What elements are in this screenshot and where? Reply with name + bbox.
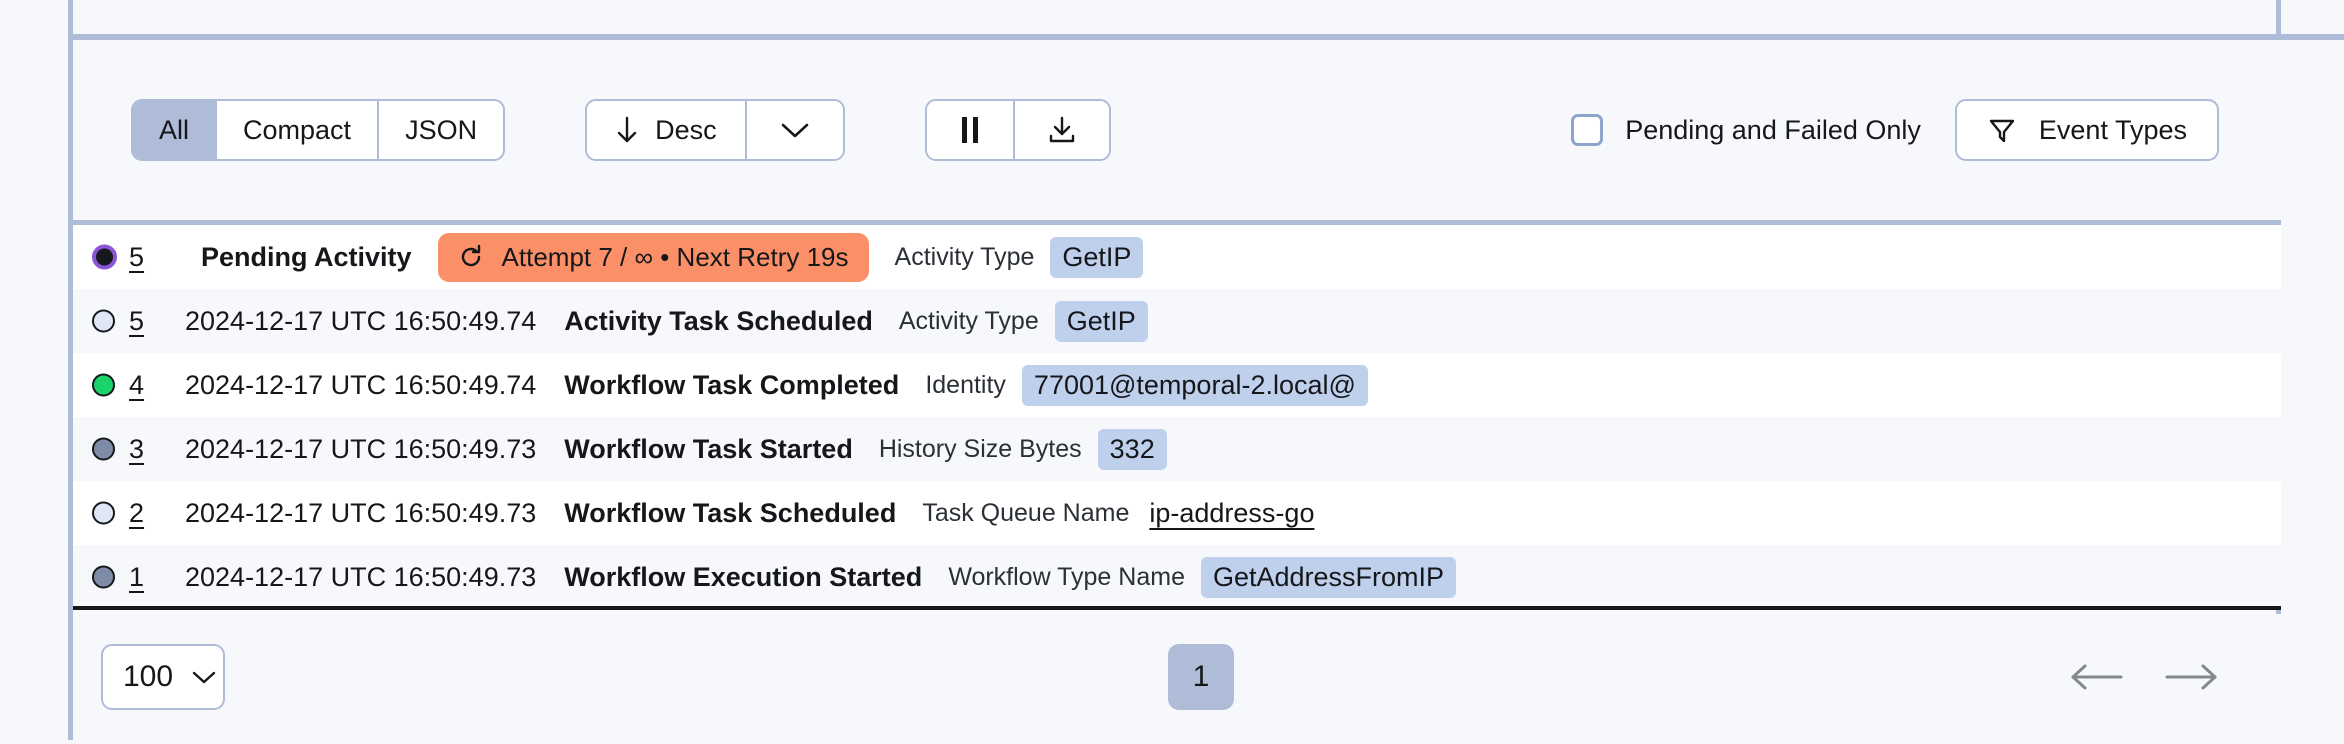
retry-status-text: Attempt 7 / ∞ • Next Retry 19s — [501, 241, 849, 272]
event-history-toolbar: All Compact JSON Desc — [73, 40, 2281, 220]
pagination-footer: 100 1 — [73, 614, 2281, 740]
event-attribute-value: GetIP — [1054, 300, 1148, 342]
task-queue-link[interactable]: ip-address-go — [1149, 497, 1315, 528]
view-mode-all[interactable]: All — [133, 101, 218, 159]
pagination-pages: 1 — [1168, 644, 1234, 710]
event-attribute-label: Identity — [925, 370, 1006, 399]
pending-failed-only-checkbox[interactable]: Pending and Failed Only — [1571, 114, 1921, 146]
download-icon — [1047, 115, 1077, 145]
event-attribute-value: GetIP — [1050, 236, 1144, 278]
view-mode-compact[interactable]: Compact — [217, 101, 380, 159]
event-marker-completed — [92, 373, 115, 397]
event-attribute-label: History Size Bytes — [878, 434, 1082, 463]
event-attribute-label: Task Queue Name — [922, 498, 1130, 527]
page-size-value: 100 — [123, 660, 174, 693]
event-attribute-value: GetAddressFromIP — [1200, 556, 1457, 598]
event-marker-started — [92, 565, 115, 589]
sort-order-group[interactable]: Desc — [585, 99, 845, 161]
pause-button[interactable] — [926, 101, 1015, 159]
event-attribute-label: Activity Type — [898, 306, 1039, 335]
table-row[interactable]: 3 2024-12-17 UTC 16:50:49.73 Workflow Ta… — [73, 417, 2281, 481]
event-name: Workflow Task Completed — [564, 369, 900, 400]
event-history-list: 5 Pending Activity Attempt 7 / ∞ • Next … — [73, 220, 2281, 610]
event-id-link[interactable]: 4 — [129, 369, 145, 400]
pending-failed-only-label: Pending and Failed Only — [1625, 114, 1921, 145]
event-name: Workflow Execution Started — [564, 561, 923, 592]
event-name: Activity Task Scheduled — [564, 305, 873, 336]
event-attribute-value: 332 — [1097, 428, 1167, 470]
download-button[interactable] — [1014, 101, 1109, 159]
table-row[interactable]: 5 2024-12-17 UTC 16:50:49.74 Activity Ta… — [73, 289, 2281, 353]
arrow-down-icon — [615, 115, 639, 145]
event-types-button[interactable]: Event Types — [1954, 99, 2219, 161]
toolbar-right-group: Pending and Failed Only Event Types — [1571, 99, 2219, 161]
event-timestamp: 2024-12-17 UTC 16:50:49.74 — [185, 369, 537, 400]
event-timestamp: 2024-12-17 UTC 16:50:49.73 — [185, 561, 537, 592]
event-name: Workflow Task Scheduled — [564, 497, 897, 528]
event-id-link[interactable]: 2 — [129, 497, 145, 528]
retry-status-badge: Attempt 7 / ∞ • Next Retry 19s — [437, 232, 869, 282]
sort-direction-button[interactable]: Desc — [587, 101, 747, 159]
event-id-link[interactable]: 5 — [129, 241, 145, 272]
view-mode-json[interactable]: JSON — [379, 101, 504, 159]
event-id-link[interactable]: 5 — [129, 305, 145, 336]
toolbar-left-group: All Compact JSON Desc — [131, 99, 1111, 161]
filter-icon — [1987, 115, 2017, 145]
table-row[interactable]: 2 2024-12-17 UTC 16:50:49.73 Workflow Ta… — [73, 481, 2281, 545]
event-name: Pending Activity — [201, 241, 412, 272]
table-row[interactable]: 4 2024-12-17 UTC 16:50:49.74 Workflow Ta… — [73, 353, 2281, 417]
event-id-link[interactable]: 3 — [129, 433, 145, 464]
pause-icon — [959, 115, 981, 145]
event-marker-pending — [92, 244, 117, 270]
table-row[interactable]: 5 Pending Activity Attempt 7 / ∞ • Next … — [73, 225, 2281, 289]
event-attribute-label: Activity Type — [894, 242, 1035, 271]
page-button-1[interactable]: 1 — [1168, 644, 1234, 710]
event-attribute-value: 77001@temporal-2.local@ — [1021, 364, 1368, 406]
view-mode-segmented-control[interactable]: All Compact JSON — [131, 99, 506, 161]
next-page-button[interactable] — [2163, 662, 2221, 692]
event-marker-started — [92, 437, 115, 461]
panel-top-divider — [68, 34, 2344, 40]
event-timestamp: 2024-12-17 UTC 16:50:49.73 — [185, 497, 537, 528]
pagination-navigation — [2067, 662, 2221, 692]
chevron-down-icon — [191, 669, 217, 685]
event-marker-scheduled — [92, 309, 115, 333]
event-timestamp: 2024-12-17 UTC 16:50:49.73 — [185, 433, 537, 464]
event-marker-scheduled — [92, 501, 115, 525]
sort-direction-label: Desc — [655, 114, 717, 145]
table-row[interactable]: 1 2024-12-17 UTC 16:50:49.73 Workflow Ex… — [73, 545, 2281, 606]
retry-icon — [458, 244, 484, 270]
event-timestamp: 2024-12-17 UTC 16:50:49.74 — [185, 305, 537, 336]
event-name: Workflow Task Started — [564, 433, 853, 464]
event-id-link[interactable]: 1 — [129, 561, 145, 592]
chevron-down-icon — [779, 120, 811, 140]
event-attribute-label: Workflow Type Name — [948, 562, 1185, 591]
checkbox-box[interactable] — [1571, 114, 1604, 146]
sort-dropdown-button[interactable] — [746, 101, 843, 159]
event-types-label: Event Types — [2038, 114, 2187, 145]
playback-group[interactable] — [924, 99, 1111, 161]
previous-page-button[interactable] — [2067, 662, 2125, 692]
page-size-select[interactable]: 100 — [101, 644, 225, 710]
